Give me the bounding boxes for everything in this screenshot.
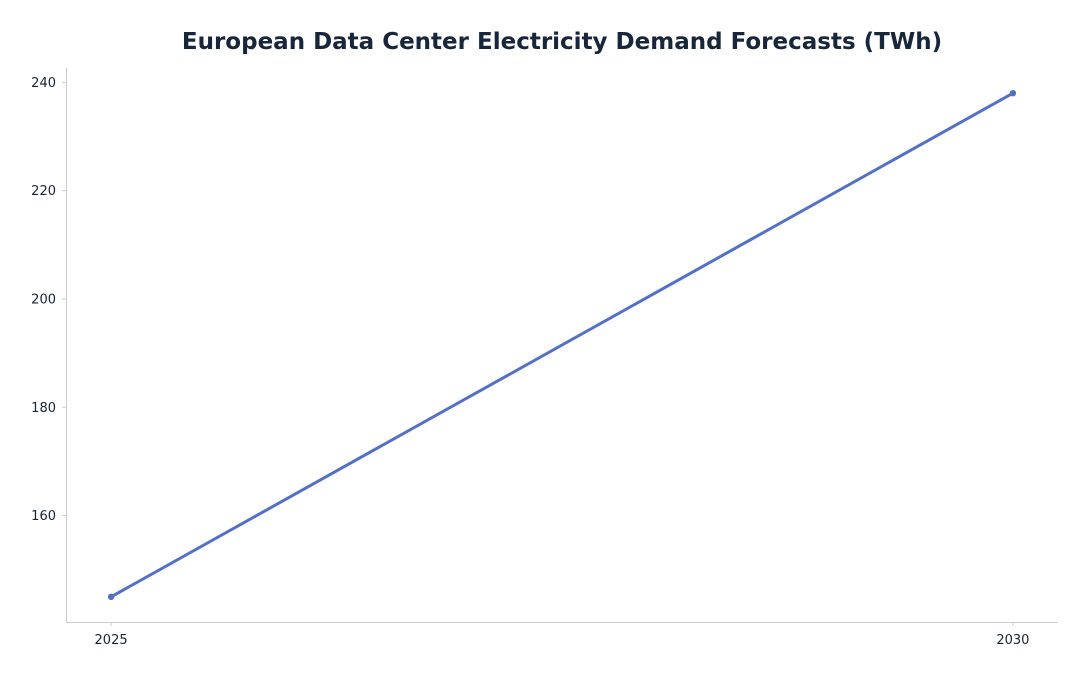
chart-title: European Data Center Electricity Demand … <box>182 29 942 55</box>
y-tick-label: 160 <box>31 509 56 524</box>
y-tick-label: 240 <box>31 76 56 91</box>
plot-area: 160 180 200 220 240 2025 2030 <box>31 68 1058 648</box>
series-layer <box>107 89 1017 601</box>
y-tick-label: 180 <box>31 401 56 416</box>
y-tick-label: 220 <box>31 184 56 199</box>
y-tick-label: 200 <box>31 292 56 307</box>
x-tick-label: 2025 <box>95 633 128 648</box>
x-tick-label: 2030 <box>996 633 1029 648</box>
y-axis-ticks: 160 180 200 220 240 <box>31 76 66 524</box>
data-point <box>1009 89 1017 97</box>
data-point <box>107 593 115 601</box>
x-axis-ticks: 2025 2030 <box>95 622 1029 648</box>
series-line <box>109 91 1015 599</box>
